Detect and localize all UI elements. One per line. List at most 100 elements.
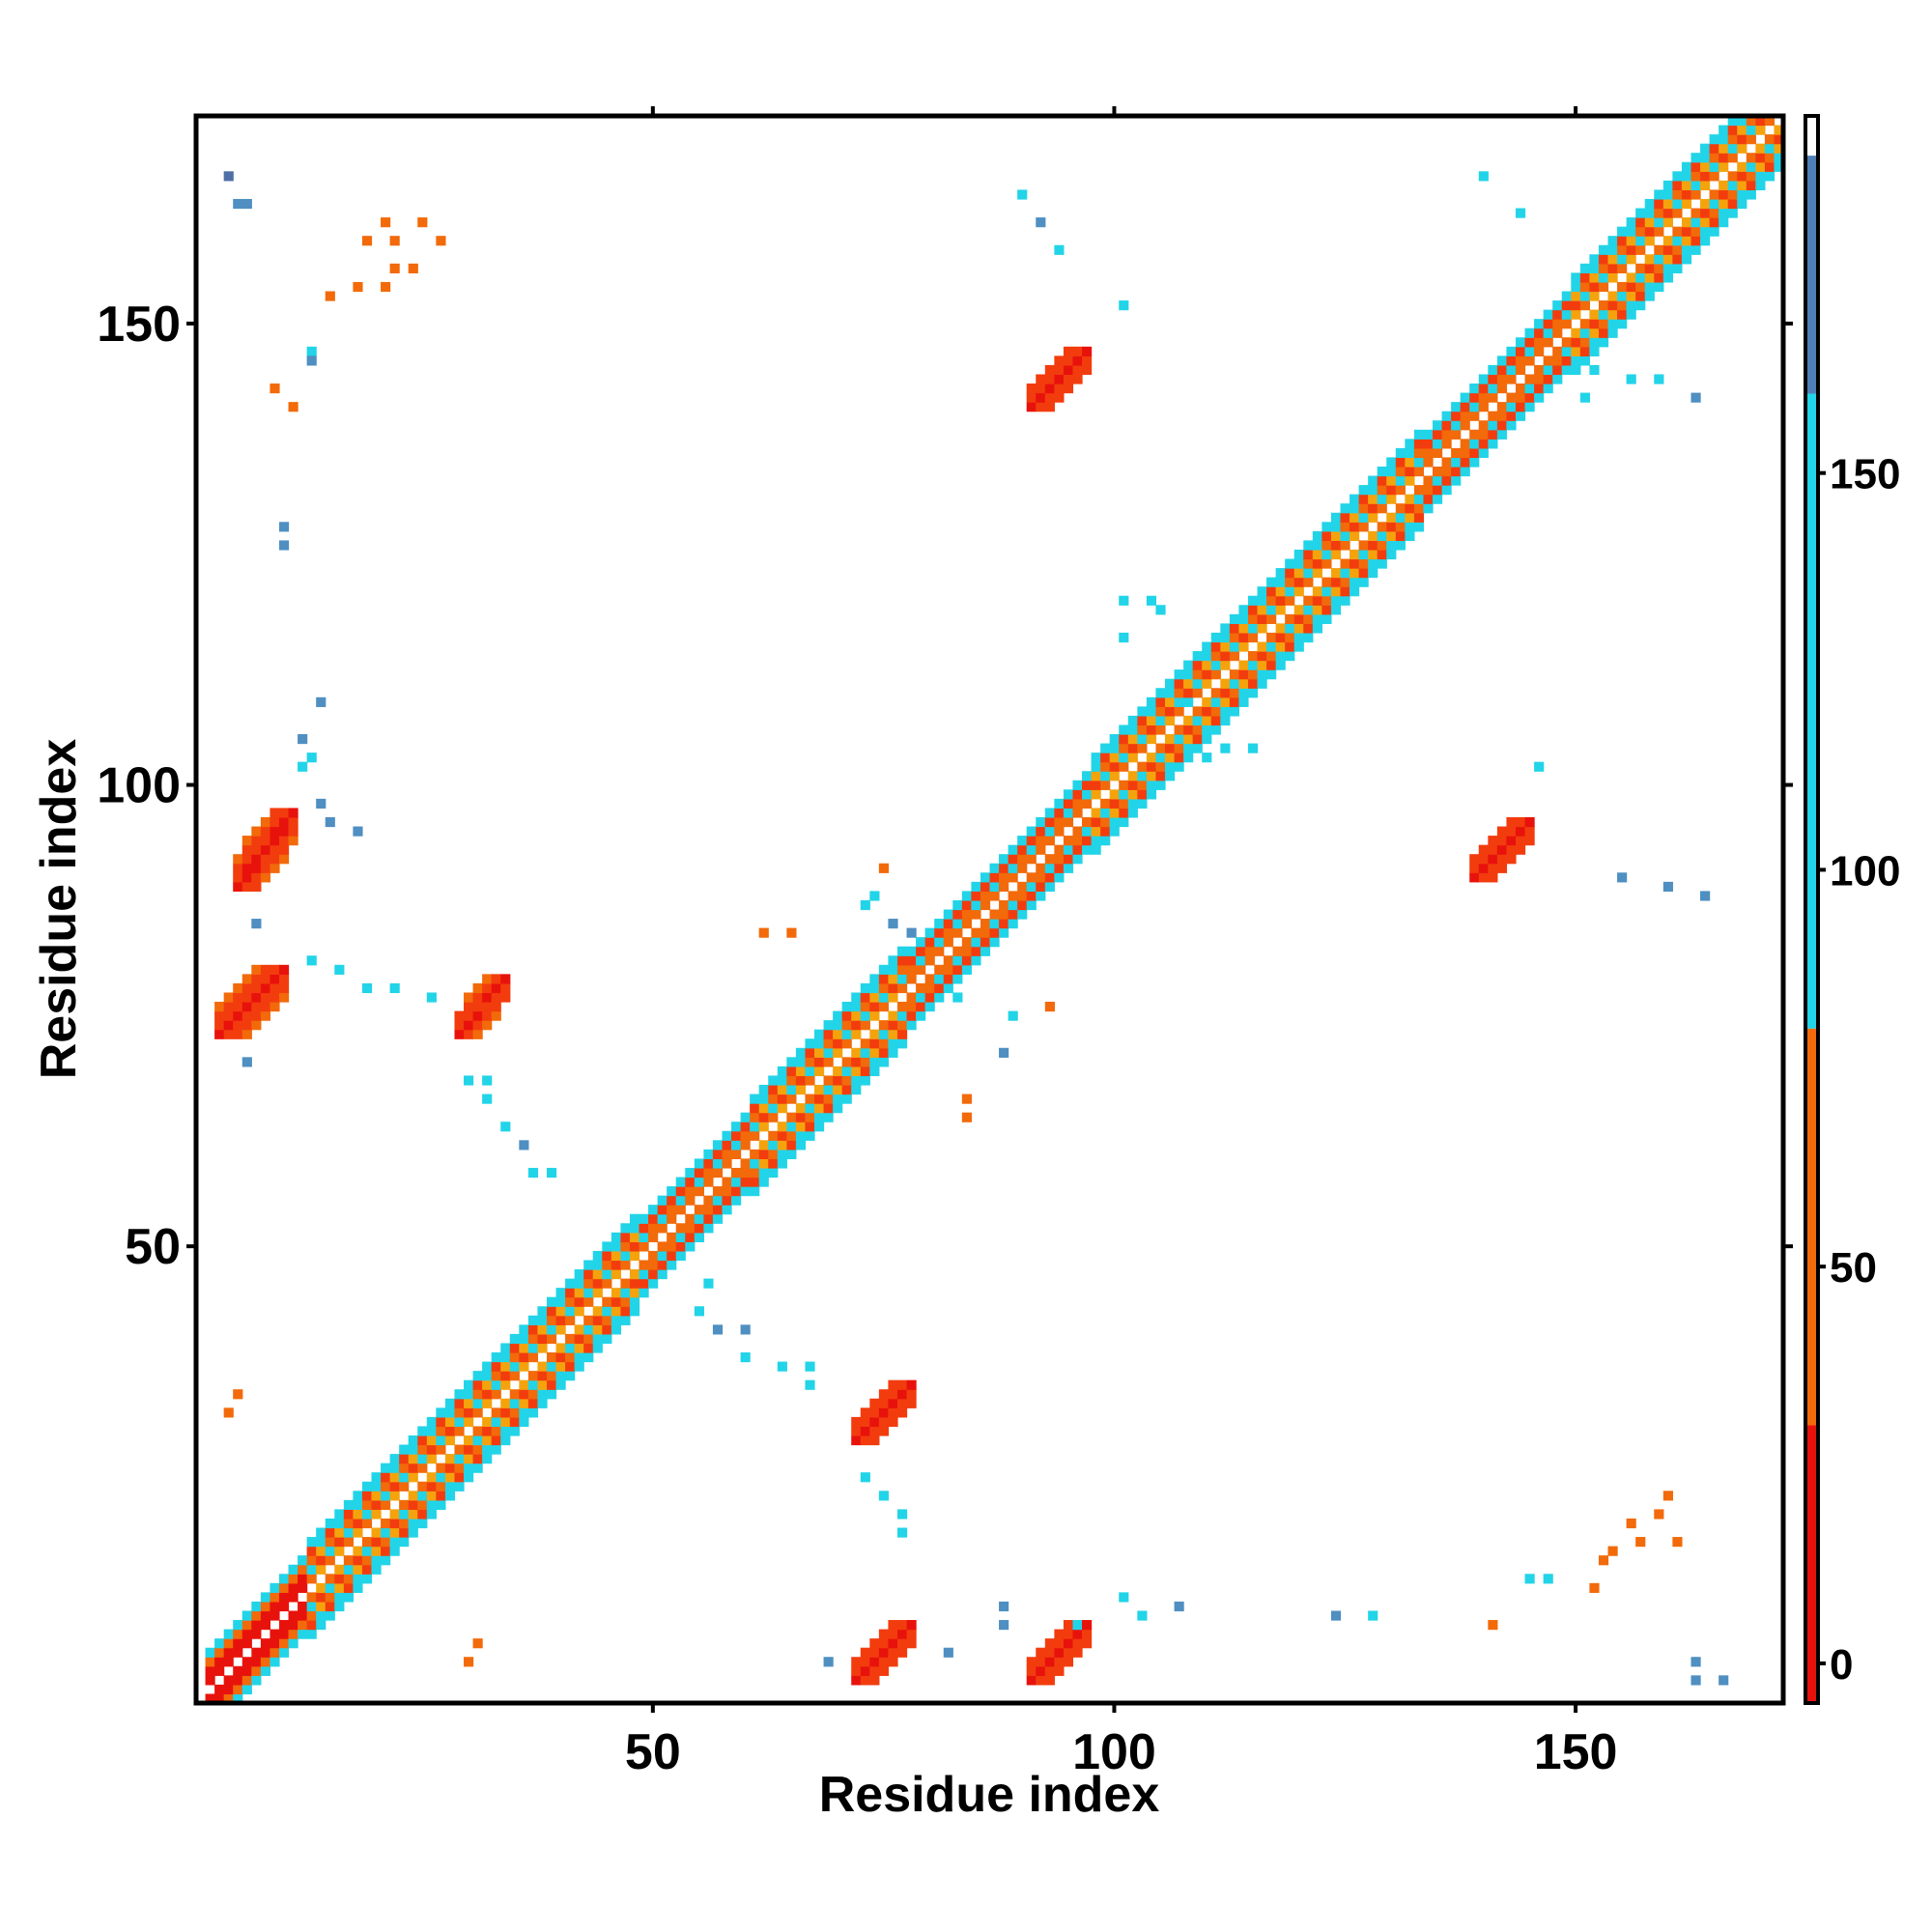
heatmap-cell — [1681, 226, 1692, 237]
heatmap-cell — [233, 854, 243, 865]
heatmap-cell — [758, 1103, 769, 1114]
heatmap-cell — [278, 1574, 290, 1584]
heatmap-cell — [399, 1499, 410, 1510]
heatmap-cell — [1607, 327, 1618, 338]
heatmap-cell — [916, 946, 926, 956]
heatmap-cell — [288, 1582, 298, 1593]
heatmap-cell — [1662, 272, 1673, 283]
heatmap-cell — [436, 236, 446, 246]
heatmap-cell — [841, 1029, 852, 1039]
heatmap-cell — [519, 1398, 529, 1408]
heatmap-cell — [722, 1195, 732, 1206]
heatmap-cell — [1451, 429, 1462, 440]
heatmap-cell — [1312, 595, 1322, 606]
heatmap-cell — [260, 1657, 271, 1667]
heatmap-cell — [999, 863, 1009, 873]
heatmap-cell — [288, 808, 298, 818]
heatmap-cell — [657, 1269, 668, 1280]
heatmap-cell — [1543, 355, 1553, 366]
heatmap-cell — [823, 1094, 834, 1104]
heatmap-cell — [1119, 595, 1129, 606]
heatmap-cell — [417, 1491, 428, 1501]
heatmap-cell — [1044, 826, 1055, 837]
heatmap-cell — [334, 1546, 345, 1556]
heatmap-cell — [251, 836, 262, 846]
heatmap-cell — [537, 1343, 548, 1353]
heatmap-cell — [1405, 522, 1415, 532]
heatmap-cell — [399, 1454, 410, 1464]
heatmap-cell — [712, 1167, 724, 1179]
heatmap-cell — [270, 854, 280, 865]
heatmap-cell — [1119, 798, 1129, 810]
colorbar-band — [1805, 1425, 1818, 1703]
heatmap-cell — [750, 1103, 760, 1114]
heatmap-cell — [361, 1555, 373, 1566]
heatmap-cell — [464, 1444, 474, 1455]
heatmap-cell — [1063, 1647, 1074, 1658]
heatmap-cell — [1238, 605, 1249, 615]
heatmap-cell — [1321, 549, 1332, 560]
heatmap-cell — [1561, 337, 1572, 348]
heatmap-cell — [1293, 568, 1304, 579]
heatmap-cell — [1469, 439, 1480, 449]
heatmap-cell — [833, 1029, 843, 1039]
heatmap-cell — [464, 1379, 474, 1390]
heatmap-cell — [1764, 171, 1776, 182]
heatmap-cell — [1008, 854, 1018, 865]
heatmap-cell — [1312, 568, 1322, 579]
heatmap-cell — [1561, 291, 1572, 301]
heatmap-cell — [989, 872, 1000, 883]
heatmap-cell — [1210, 696, 1221, 707]
heatmap-cell — [574, 1269, 584, 1280]
heatmap-cell — [1478, 439, 1489, 449]
heatmap-cell — [223, 1002, 234, 1012]
heatmap-cell — [924, 946, 935, 956]
heatmap-cell — [1589, 254, 1600, 265]
heatmap-cell — [1358, 512, 1369, 523]
heatmap-cell — [1054, 798, 1065, 810]
heatmap-cell — [1275, 586, 1286, 597]
heatmap-cell — [685, 1241, 696, 1252]
heatmap-cell — [472, 1444, 483, 1455]
x-tick-label: 100 — [1072, 1724, 1156, 1780]
heatmap-cell — [1257, 613, 1267, 624]
heatmap-cell — [1644, 217, 1655, 228]
heatmap-cell — [242, 1665, 252, 1676]
heatmap-cell — [611, 1250, 621, 1262]
heatmap-cell — [1183, 715, 1194, 726]
heatmap-cell — [371, 1546, 382, 1556]
heatmap-cell — [823, 1084, 834, 1095]
heatmap-cell — [1146, 789, 1157, 800]
heatmap-cell — [1303, 613, 1314, 624]
heatmap-cell — [1072, 355, 1083, 366]
heatmap-cell — [242, 844, 252, 855]
heatmap-cell — [1164, 706, 1176, 717]
heatmap-cell — [1727, 180, 1738, 191]
heatmap-cell — [657, 1250, 668, 1262]
heatmap-cell — [298, 1629, 308, 1639]
heatmap-cell — [242, 974, 252, 984]
heatmap-cell — [888, 1638, 898, 1649]
heatmap-cell — [574, 1296, 584, 1307]
heatmap-cell — [1727, 198, 1738, 210]
heatmap-cell — [1017, 836, 1028, 846]
heatmap-cell — [1524, 337, 1535, 348]
heatmap-cell — [325, 1601, 335, 1612]
heatmap-cell — [750, 1122, 760, 1132]
heatmap-cell — [527, 1315, 539, 1325]
heatmap-cell — [444, 1481, 456, 1492]
heatmap-cell — [519, 1324, 529, 1335]
heatmap-cell — [417, 1444, 428, 1455]
heatmap-cell — [685, 1167, 696, 1179]
heatmap-cell — [1451, 402, 1462, 412]
heatmap-cell — [343, 1564, 354, 1575]
heatmap-cell — [408, 1509, 418, 1520]
heatmap-cell — [602, 1269, 612, 1280]
heatmap-cell — [288, 826, 298, 837]
heatmap-cell — [1008, 1010, 1018, 1021]
heatmap-cell — [1719, 134, 1729, 145]
heatmap-cell — [214, 1638, 225, 1649]
heatmap-cell — [260, 872, 271, 883]
heatmap-cell — [1330, 595, 1342, 606]
heatmap-cell — [786, 1122, 797, 1132]
